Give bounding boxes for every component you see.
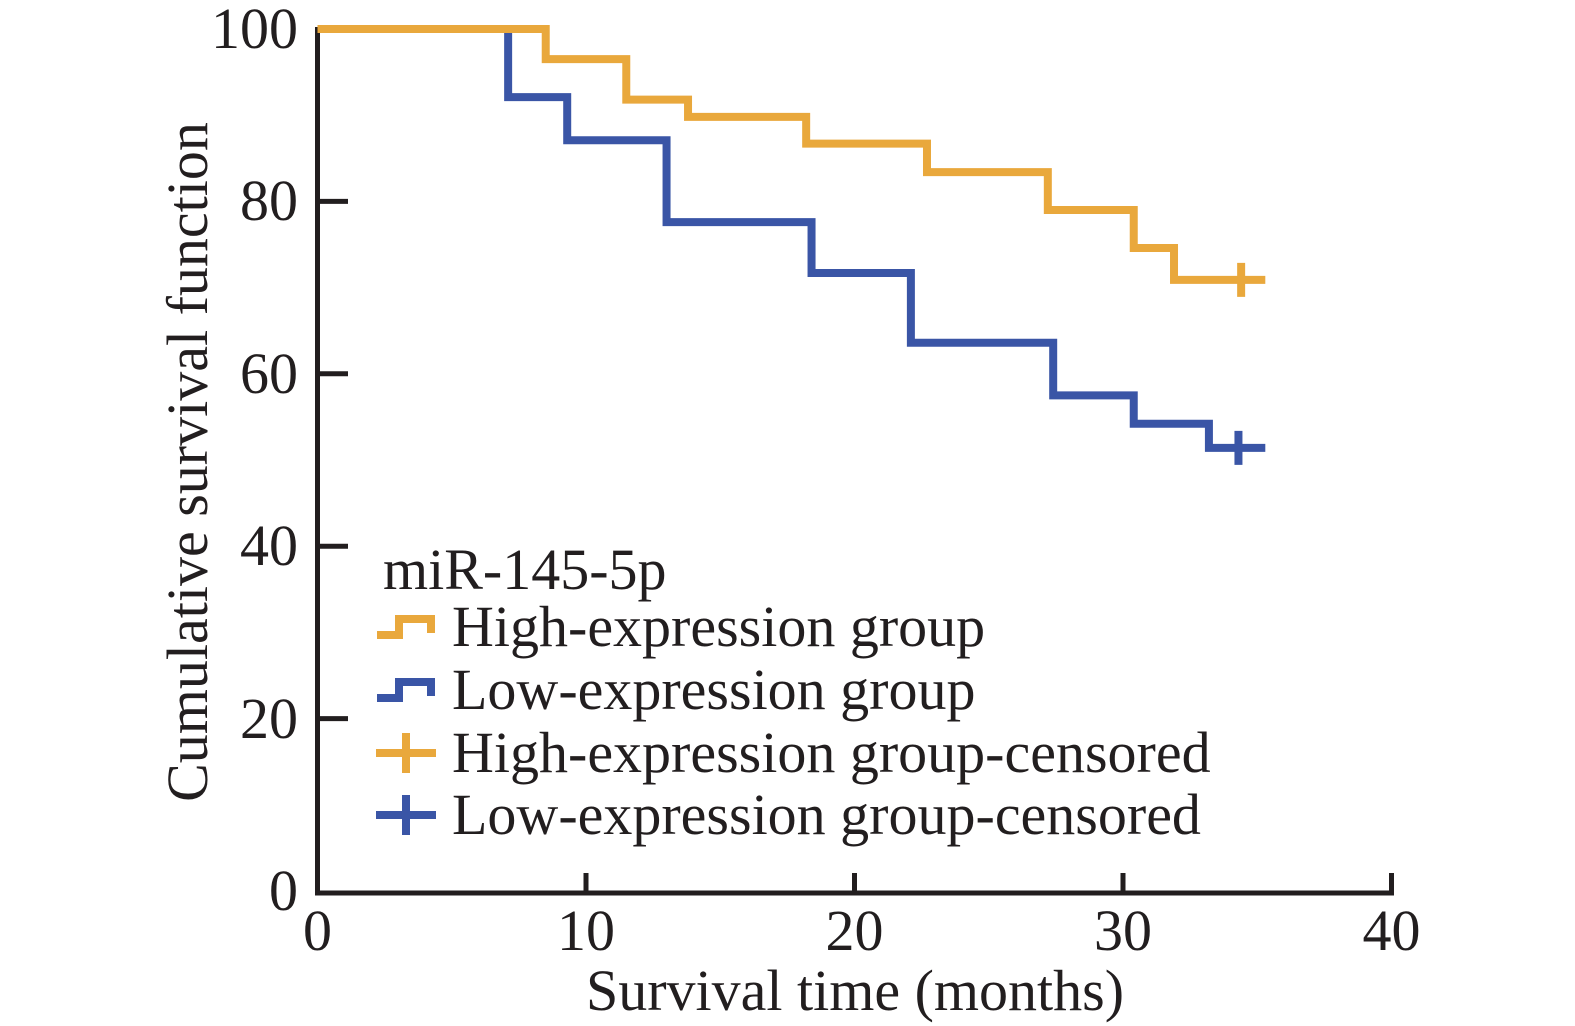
step-marker-path — [377, 678, 435, 702]
legend-title: miR-145-5p — [383, 537, 667, 602]
x-axis-tick-label: 30 — [1094, 898, 1152, 963]
legend-item-label: Low-expression group-censored — [452, 782, 1201, 847]
legend-item-label: High-expression group-censored — [452, 720, 1211, 785]
y-axis-tick-label: 0 — [269, 858, 298, 923]
survival-curve — [317, 25, 1266, 284]
step-marker-path — [377, 615, 435, 639]
y-axis-tick-label: 20 — [240, 685, 298, 751]
legend-item-label: Low-expression group — [452, 657, 976, 722]
y-axis-title: Cumulative survival function — [155, 122, 220, 802]
y-axis-tick-label: 40 — [240, 513, 298, 579]
x-axis-tick-label: 40 — [1362, 898, 1421, 963]
x-axis-title: Survival time (months) — [585, 958, 1125, 1023]
plus-marker-path — [376, 795, 436, 835]
y-axis-tick-label: 60 — [240, 340, 298, 406]
plus-marker-path — [376, 733, 436, 773]
axis-spines — [315, 27, 1394, 896]
x-axis-tick-label: 10 — [557, 898, 615, 963]
step-marker-icon — [377, 615, 435, 639]
survival-curve — [317, 25, 1266, 452]
plus-marker-icon — [376, 733, 436, 773]
step-marker-icon — [377, 678, 435, 702]
y-axis-tick-label: 80 — [240, 168, 298, 234]
x-axis-tick-label: 20 — [825, 898, 884, 963]
y-axis-tick-label: 100 — [211, 0, 298, 61]
plus-marker-icon — [376, 795, 436, 835]
x-axis-tick-label: 0 — [303, 898, 332, 963]
legend-item-label: High-expression group — [452, 594, 986, 659]
